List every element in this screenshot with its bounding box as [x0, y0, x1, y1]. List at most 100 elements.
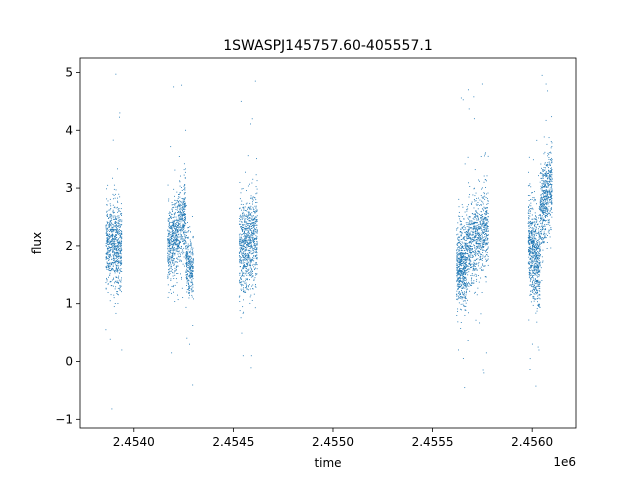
data-point	[464, 268, 466, 270]
data-point	[476, 222, 478, 224]
data-point	[541, 219, 543, 221]
data-point	[112, 268, 114, 270]
data-point	[249, 257, 251, 259]
data-point	[242, 229, 244, 231]
data-point	[469, 259, 471, 261]
data-point	[481, 292, 483, 293]
data-point	[465, 259, 467, 260]
data-point	[477, 242, 479, 244]
data-point	[115, 260, 117, 262]
data-point	[185, 232, 187, 234]
data-point	[109, 338, 111, 340]
data-point	[467, 250, 468, 252]
data-point	[244, 235, 246, 237]
data-point	[183, 226, 185, 228]
data-point	[248, 206, 250, 208]
data-point	[477, 275, 479, 276]
data-point	[255, 210, 257, 212]
data-point	[250, 245, 252, 247]
data-point	[529, 195, 531, 197]
data-point	[486, 224, 488, 226]
data-point	[538, 217, 539, 219]
data-point	[246, 238, 247, 240]
data-point	[186, 252, 187, 254]
data-point	[479, 226, 481, 228]
data-point	[547, 208, 549, 210]
data-point	[543, 202, 545, 204]
data-point	[246, 190, 247, 192]
data-point	[468, 228, 469, 230]
data-point	[542, 201, 544, 203]
data-point	[178, 227, 180, 229]
data-point	[251, 237, 253, 239]
data-point	[532, 159, 534, 161]
data-point	[113, 230, 115, 232]
data-point	[461, 260, 463, 262]
data-point	[239, 219, 241, 221]
data-point	[174, 248, 176, 250]
data-point	[464, 309, 466, 311]
data-point	[167, 261, 169, 263]
data-point	[120, 256, 122, 258]
data-point	[545, 209, 547, 211]
data-point	[106, 238, 108, 239]
data-point	[465, 256, 467, 258]
data-point	[253, 241, 255, 242]
data-point	[470, 245, 471, 247]
data-point	[464, 240, 466, 241]
data-point	[458, 263, 460, 265]
data-point	[533, 265, 535, 267]
data-point	[462, 297, 464, 299]
data-point	[479, 246, 480, 248]
data-point	[457, 273, 459, 275]
data-point	[248, 242, 250, 244]
data-point	[243, 267, 245, 269]
data-point	[538, 276, 540, 278]
data-point	[529, 183, 531, 185]
data-point	[106, 204, 108, 206]
data-point	[105, 252, 107, 254]
data-point	[192, 237, 194, 239]
data-point	[473, 275, 475, 277]
data-point	[173, 221, 175, 223]
data-point	[179, 204, 181, 205]
data-point	[464, 287, 466, 289]
data-point	[528, 230, 530, 232]
data-point	[456, 250, 458, 252]
data-point	[249, 238, 251, 240]
data-point	[528, 247, 530, 249]
data-point	[249, 207, 251, 209]
data-point	[245, 226, 247, 227]
data-point	[248, 217, 250, 219]
data-point	[172, 272, 173, 274]
data-point	[245, 284, 247, 286]
data-point	[242, 288, 244, 290]
data-point	[548, 184, 550, 186]
data-point	[109, 255, 111, 257]
data-point	[531, 269, 533, 271]
data-point	[171, 230, 173, 232]
data-point	[173, 241, 175, 243]
data-point	[457, 259, 459, 261]
data-point	[184, 184, 186, 186]
data-point	[171, 225, 173, 226]
data-point	[168, 264, 170, 266]
data-point	[172, 258, 174, 259]
data-point	[182, 250, 184, 252]
data-point	[538, 284, 540, 286]
data-point	[248, 225, 250, 227]
data-point	[183, 206, 185, 208]
data-point	[239, 282, 240, 284]
data-point	[543, 214, 545, 215]
data-point	[251, 222, 253, 223]
data-point	[462, 246, 463, 248]
data-point	[120, 225, 121, 227]
data-point	[528, 246, 530, 248]
data-point	[106, 252, 108, 254]
data-point	[250, 240, 252, 242]
data-point	[168, 253, 170, 255]
data-point	[105, 225, 107, 227]
data-point	[118, 246, 119, 248]
data-point	[190, 231, 191, 233]
data-point	[464, 277, 466, 279]
